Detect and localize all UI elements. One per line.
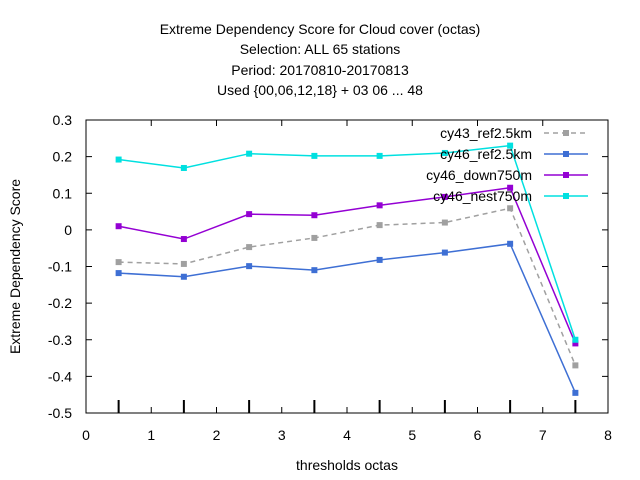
- data-point: [311, 267, 318, 274]
- x-axis-title: thresholds octas: [296, 457, 398, 473]
- legend-label: cy46_ref2.5km: [440, 146, 532, 162]
- data-point: [246, 150, 253, 157]
- x-tick-label: 1: [147, 427, 155, 443]
- y-tick-label: 0: [64, 222, 72, 238]
- legend-entry: cy46_ref2.5km: [440, 146, 588, 162]
- data-point: [115, 156, 122, 163]
- data-point: [311, 234, 318, 241]
- y-tick-label: -0.4: [48, 368, 72, 384]
- chart-title-line-4: Used {00,06,12,18} + 03 06 ... 48: [217, 82, 423, 98]
- series-line: [118, 186, 577, 344]
- data-point: [507, 205, 514, 212]
- legend-entry: cy46_nest750m: [433, 188, 588, 204]
- series-line: [118, 242, 577, 394]
- data-point: [376, 202, 383, 209]
- series-cy43_ref2.5km: [115, 205, 579, 369]
- y-tick-label: -0.2: [48, 295, 72, 311]
- series-line: [118, 207, 577, 366]
- chart-title-line-1: Extreme Dependency Score for Cloud cover…: [159, 21, 481, 37]
- data-point: [246, 211, 253, 218]
- data-point: [376, 222, 383, 229]
- data-point: [115, 270, 122, 277]
- legend-swatch-point: [563, 193, 569, 199]
- data-point: [180, 273, 187, 280]
- legend-entry: cy43_ref2.5km: [440, 125, 588, 141]
- data-point: [441, 219, 448, 226]
- x-tick-label: 8: [604, 427, 612, 443]
- series-cy46_down750m: [115, 184, 579, 347]
- plot-area-frame: [85, 119, 609, 414]
- legend-swatch-point: [563, 130, 569, 136]
- data-point: [311, 152, 318, 159]
- x-tick-label: 4: [343, 427, 351, 443]
- data-point: [311, 212, 318, 219]
- series-layer: [115, 142, 579, 396]
- data-point: [441, 149, 448, 156]
- data-point: [246, 263, 253, 270]
- chart-title-line-2: Selection: ALL 65 stations: [239, 41, 401, 57]
- data-point: [180, 164, 187, 171]
- legend: cy43_ref2.5km cy46_ref2.5km cy46_down750mc…: [426, 125, 588, 204]
- data-point: [572, 389, 579, 396]
- series-cy46_ref2.5km: [115, 240, 579, 396]
- legend-label: cy43_ref2.5km: [440, 125, 532, 141]
- y-tick-label: -0.5: [48, 405, 72, 421]
- x-tick-label: 6: [474, 427, 482, 443]
- data-point: [507, 184, 514, 191]
- x-axis: 0 1 2 3 4 5 6 7 8: [82, 120, 612, 443]
- y-tick-label: 0.2: [53, 149, 73, 165]
- legend-swatch-point: [563, 151, 569, 157]
- y-tick-label: -0.3: [48, 332, 72, 348]
- data-point: [572, 362, 579, 369]
- data-point: [441, 249, 448, 256]
- data-point: [376, 256, 383, 263]
- data-point: [115, 259, 122, 266]
- y-axis-title: Extreme Dependency Score: [7, 179, 23, 354]
- threshold-markers: [117, 400, 577, 413]
- data-point: [572, 340, 579, 347]
- legend-entry: cy46_down750m: [426, 167, 588, 183]
- x-tick-label: 7: [539, 427, 547, 443]
- series-line: [118, 144, 577, 340]
- x-tick-label: 5: [408, 427, 416, 443]
- y-tick-label: -0.1: [48, 259, 72, 275]
- x-tick-label: 0: [82, 427, 90, 443]
- data-point: [180, 260, 187, 267]
- data-point: [507, 142, 514, 149]
- data-point: [376, 152, 383, 159]
- data-point: [180, 236, 187, 243]
- y-tick-label: 0.1: [53, 185, 73, 201]
- data-point: [441, 193, 448, 200]
- data-point: [507, 240, 514, 247]
- legend-label: cy46_nest750m: [433, 188, 532, 204]
- series-cy46_nest750m: [115, 142, 579, 343]
- chart-title-line-3: Period: 20170810-20170813: [231, 62, 409, 78]
- data-point: [115, 223, 122, 230]
- data-point: [572, 336, 579, 343]
- y-tick-label: 0.3: [53, 112, 73, 128]
- legend-label: cy46_down750m: [426, 167, 532, 183]
- data-point: [246, 244, 253, 251]
- x-tick-label: 3: [278, 427, 286, 443]
- y-axis: 0.3 0.2 0.1 0 -0.1 -0.2 -0.3 -0.4 -0.5: [48, 112, 608, 421]
- x-tick-label: 2: [213, 427, 221, 443]
- legend-swatch-point: [563, 172, 569, 178]
